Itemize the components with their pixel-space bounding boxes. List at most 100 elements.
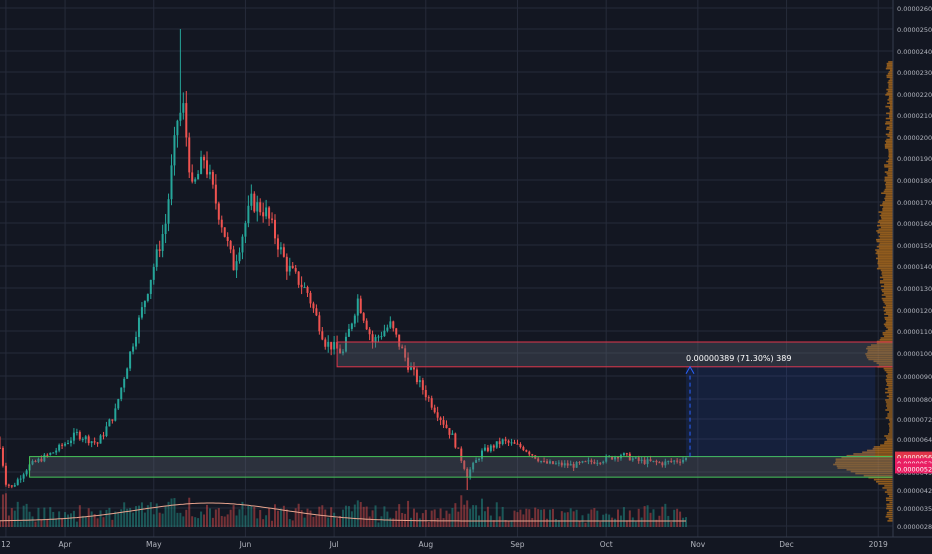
volume-bar (407, 500, 410, 527)
volume-profile-bar (885, 304, 893, 307)
candle-body (69, 440, 72, 444)
volume-profile-bar (886, 74, 893, 77)
support-zone[interactable] (29, 456, 894, 478)
measure-box[interactable] (686, 366, 876, 457)
volume-bar (590, 509, 593, 527)
volume-bar (418, 518, 421, 527)
volume-bar (312, 516, 315, 527)
volume-bar (40, 519, 43, 527)
candle-body (253, 193, 256, 212)
volume-bar (389, 517, 392, 527)
candle-body (427, 397, 430, 399)
volume-bar (129, 507, 132, 527)
candle-body (350, 323, 353, 329)
volume-profile-bar (880, 233, 893, 236)
volume-profile-bar (887, 415, 893, 417)
volume-bar (510, 520, 513, 527)
volume-bar (365, 506, 368, 527)
volume-bar (226, 514, 229, 527)
candle-body (312, 303, 315, 309)
x-tick-label: Nov (691, 540, 706, 549)
volume-bar (383, 506, 386, 527)
volume-profile-bar (886, 511, 893, 514)
candle-body (498, 441, 501, 445)
candle-body (22, 474, 25, 479)
volume-bar (519, 509, 522, 527)
candle-body (528, 451, 531, 455)
volume-profile-bar (867, 351, 893, 353)
volume-profile-bar (882, 209, 893, 212)
volume-profile-bar (878, 264, 893, 266)
volume-bar (7, 515, 10, 527)
candle-body (46, 454, 49, 456)
volume-bar (584, 522, 587, 527)
candle-body (551, 461, 554, 464)
volume-profile-bar (885, 183, 893, 186)
volume-bar (238, 509, 241, 527)
candle-body (67, 443, 70, 445)
volume-profile-bar (879, 281, 893, 284)
volume-bar (475, 505, 478, 527)
candle-body (129, 351, 132, 369)
volume-profile-bar (881, 216, 893, 218)
volume-bar (137, 505, 140, 527)
candle-body (424, 389, 427, 398)
volume-profile-bar (881, 297, 893, 300)
volume-bar (327, 517, 330, 527)
candle-body (643, 459, 646, 464)
candle-body (40, 458, 43, 462)
volume-bar (664, 503, 667, 527)
candle-body (105, 426, 108, 437)
volume-bar (605, 513, 608, 527)
candle-body (102, 435, 105, 437)
candle-body (557, 462, 560, 464)
volume-profile-bar (879, 223, 893, 225)
candle-body (294, 268, 297, 272)
volume-bar (445, 510, 448, 527)
candle-body (58, 444, 61, 451)
candle-body (291, 265, 294, 269)
volume-profile-bar (881, 288, 893, 291)
candle-body (472, 462, 475, 470)
candle-body (655, 460, 658, 463)
candle-body (430, 398, 433, 408)
candle-body (288, 265, 291, 272)
volume-bar (436, 518, 439, 527)
volume-profile-bar (868, 358, 893, 361)
volume-profile-bar (889, 100, 893, 103)
candle-body (135, 336, 138, 347)
volume-profile-bar (885, 388, 893, 390)
volume-profile-bar (885, 194, 893, 196)
volume-bar (158, 512, 161, 527)
volume-profile-bar (889, 114, 893, 116)
volume-profile-bar (889, 421, 893, 423)
candle-body (208, 171, 211, 175)
volume-profile-bar (885, 187, 893, 189)
volume-profile-bar (888, 158, 893, 161)
volume-profile-bar (889, 115, 893, 118)
volume-bar (72, 510, 75, 527)
volume-bar (640, 517, 643, 527)
volume-bar (572, 511, 575, 527)
volume-profile-bar (886, 375, 893, 377)
volume-bar (483, 511, 486, 527)
volume-profile-bar (886, 380, 893, 383)
candle-body (596, 462, 599, 464)
volume-profile-bar (835, 460, 893, 462)
candle-body (572, 464, 575, 468)
candle-body (271, 218, 274, 220)
resistance-zone[interactable] (336, 341, 894, 368)
candle-body (519, 443, 522, 448)
candle-body (374, 337, 377, 343)
